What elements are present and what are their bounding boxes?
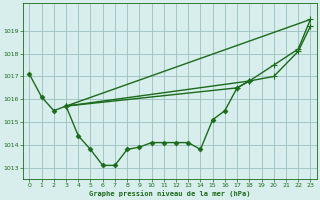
X-axis label: Graphe pression niveau de la mer (hPa): Graphe pression niveau de la mer (hPa) bbox=[89, 190, 251, 197]
